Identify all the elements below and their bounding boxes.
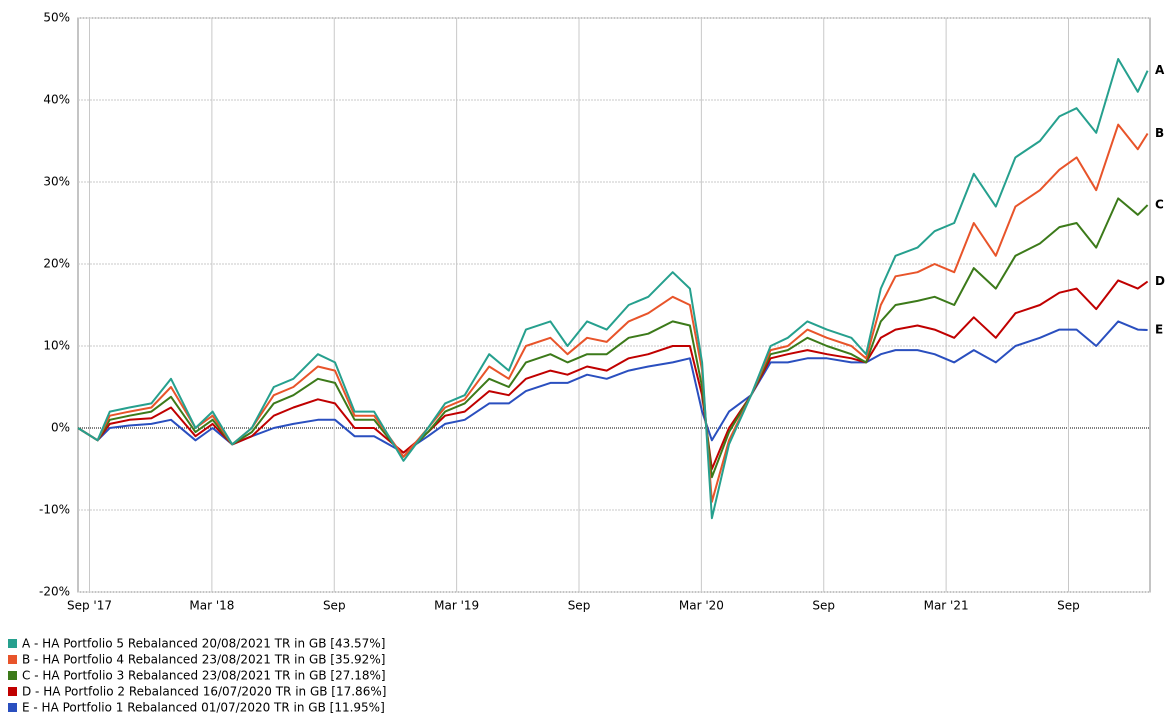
legend-swatch [8,703,17,712]
end-label: D [1155,274,1165,288]
series-line [77,58,1149,520]
x-tick-label: Mar '20 [679,599,724,613]
end-label: A [1155,63,1165,77]
legend-label: A - HA Portfolio 5 Rebalanced 20/08/2021… [22,637,385,651]
x-tick-label: Sep '17 [67,599,112,613]
series-line [77,123,1149,503]
end-label: B [1155,126,1164,140]
series-line [77,197,1149,479]
y-tick-label: 50% [43,11,70,25]
y-tick-label: -10% [39,503,70,517]
y-tick-label: 0% [51,421,70,435]
legend-label: C - HA Portfolio 3 Rebalanced 23/08/2021… [22,669,386,683]
y-tick-label: 10% [43,339,70,353]
x-tick-label: Mar '18 [189,599,234,613]
legend-swatch [8,671,17,680]
series-line [77,320,1148,454]
plot-frame [77,17,1151,593]
y-tick-label: -20% [39,585,70,599]
series-line [77,279,1149,470]
legend-swatch [8,687,17,696]
legend-label: E - HA Portfolio 1 Rebalanced 01/07/2020… [22,701,385,715]
y-tick-label: 30% [43,175,70,189]
x-tick-label: Sep [812,599,835,613]
x-tick-label: Sep [323,599,346,613]
legend-swatch [8,639,17,648]
x-tick-label: Mar '21 [924,599,969,613]
legend-swatch [8,655,17,664]
legend-label: D - HA Portfolio 2 Rebalanced 16/07/2020… [22,685,386,699]
x-tick-label: Sep [1057,599,1080,613]
end-label: C [1155,198,1164,212]
y-tick-label: 20% [43,257,70,271]
y-tick-label: 40% [43,93,70,107]
legend-label: B - HA Portfolio 4 Rebalanced 23/08/2021… [22,653,385,667]
x-tick-label: Mar '19 [434,599,479,613]
x-tick-label: Sep [568,599,591,613]
end-label: E [1155,323,1163,337]
